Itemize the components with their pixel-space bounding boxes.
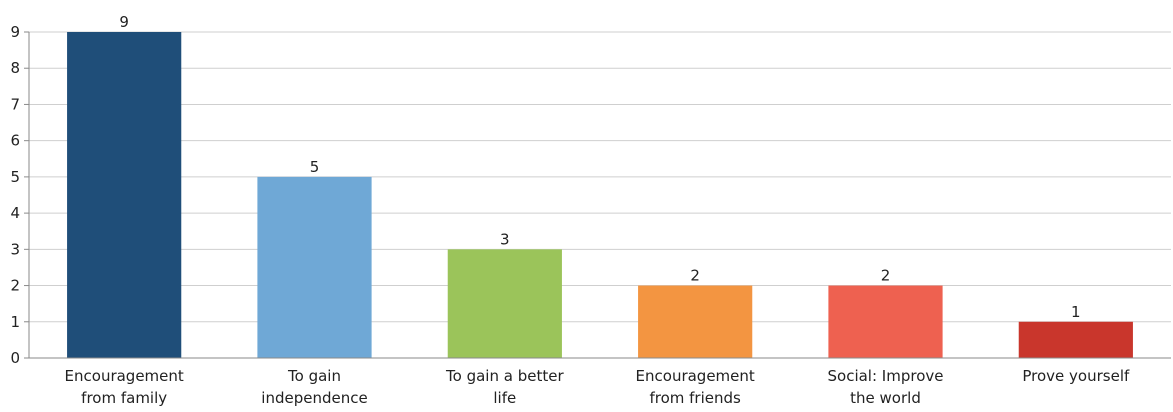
y-tick-label: 6: [10, 132, 20, 150]
y-tick-label: 8: [10, 59, 20, 77]
y-tick-label: 2: [10, 277, 20, 295]
category-label-line: life: [493, 389, 516, 407]
y-axis-ticks: 0 1 2 3 4 5 6 7 8 9: [10, 23, 29, 367]
y-tick-label: 5: [10, 168, 20, 186]
bar: [447, 249, 562, 358]
bar: [1018, 321, 1133, 358]
data-label: 2: [881, 267, 891, 285]
bar: [828, 285, 943, 358]
y-tick-label: 7: [10, 95, 20, 113]
category-label-line: the world: [850, 389, 921, 407]
y-tick-label: 0: [10, 349, 20, 367]
category-label-line: To gain a better: [445, 367, 564, 385]
category-label: Encouragement from friends: [636, 367, 755, 407]
bar: [638, 285, 753, 358]
category-label: To gain a better life: [445, 367, 564, 407]
category-label-line: Encouragement: [636, 367, 755, 385]
data-labels: 9 5 3 2 2 1: [119, 13, 1080, 321]
data-label: 1: [1071, 303, 1081, 321]
bar: [257, 176, 372, 358]
data-label: 9: [119, 13, 129, 31]
data-label: 5: [310, 158, 320, 176]
data-label: 2: [690, 267, 700, 285]
category-label-line: To gain: [287, 367, 341, 385]
y-tick-label: 9: [10, 23, 20, 41]
category-label: Encouragement from family: [65, 367, 184, 407]
category-label-line: Prove yourself: [1022, 367, 1130, 385]
gridlines: [29, 31, 1171, 323]
y-tick-label: 3: [10, 240, 20, 258]
category-label-line: Encouragement: [65, 367, 184, 385]
category-label-line: independence: [261, 389, 367, 407]
category-label: To gain independence: [261, 367, 367, 407]
data-label: 3: [500, 230, 510, 248]
y-tick-label: 1: [10, 313, 20, 331]
y-tick-label: 4: [10, 204, 20, 222]
bar: [67, 32, 182, 358]
category-label: Social: Improve the world: [828, 367, 944, 407]
category-label: Prove yourself: [1022, 367, 1130, 385]
category-labels: Encouragement from family To gain independe…: [65, 367, 1130, 407]
category-label-line: from friends: [649, 389, 741, 407]
bars: [67, 32, 1133, 358]
category-label-line: from family: [81, 389, 167, 407]
category-label-line: Social: Improve: [828, 367, 944, 385]
